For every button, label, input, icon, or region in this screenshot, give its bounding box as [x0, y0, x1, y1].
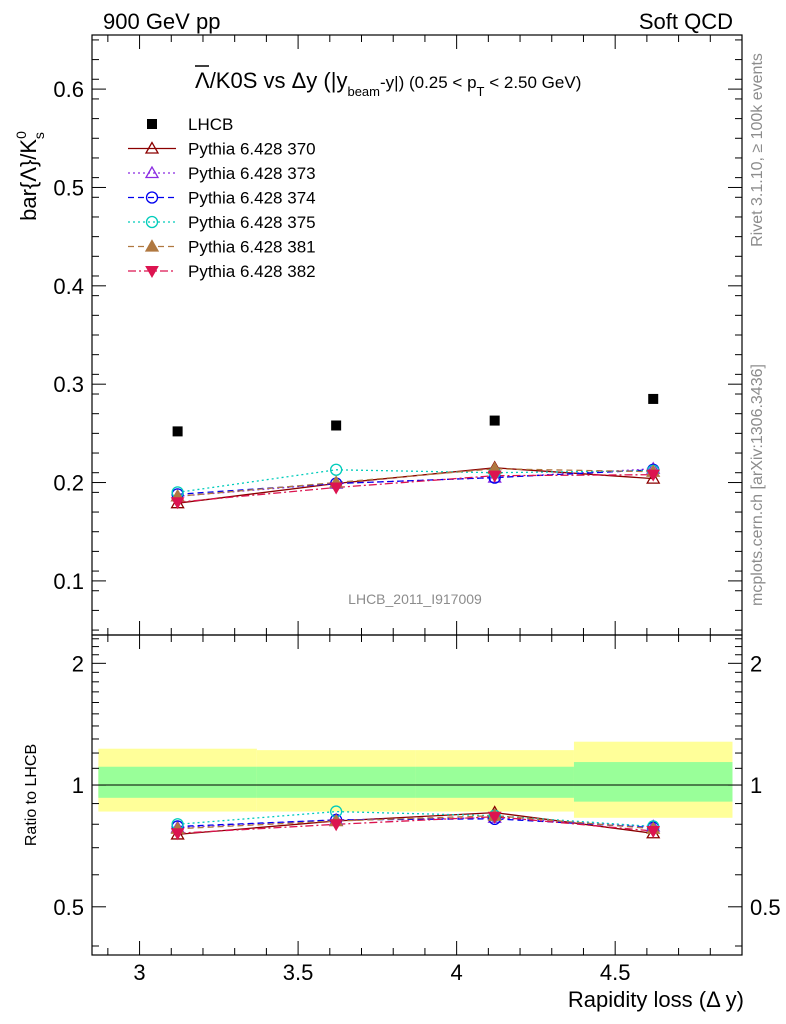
header-left: 900 GeV pp	[103, 9, 220, 34]
main-point-s0-1	[331, 420, 342, 431]
main-line-series-4	[177, 469, 654, 494]
band-inner-3	[573, 762, 733, 802]
main-ytick-label: 0.6	[53, 77, 84, 102]
main-y-label-sub: s	[31, 132, 47, 139]
main-ytick-label: 0.4	[53, 274, 84, 299]
band-inner-2	[415, 766, 574, 798]
band-inner-1	[256, 766, 416, 798]
xtick-label: 4	[451, 960, 463, 985]
rivet-version-label: Rivet 3.1.10, ≥ 100k events	[749, 53, 766, 247]
ratio-frame	[91, 634, 743, 956]
main-line-series-6	[177, 474, 654, 503]
main-point-s0-2	[489, 415, 500, 426]
xtick-label: 4.5	[600, 960, 631, 985]
main-y-label-text: bar{Λ}/K	[16, 139, 41, 221]
main-y-label: bar{Λ}/K0 s	[13, 131, 47, 221]
ratio-point-s5-2	[487, 811, 502, 824]
band-inner-0	[98, 766, 257, 798]
legend-label-2: Pythia 6.428 373	[188, 164, 316, 183]
legend-marker-1	[144, 141, 160, 154]
ratio-point-s5-0	[170, 828, 185, 841]
main-y-label-sup: 0	[13, 131, 29, 139]
ratio-uncertainty-bands	[92, 741, 742, 818]
main-point-s6-1	[329, 482, 344, 495]
legend-label-6: Pythia 6.428 382	[188, 262, 316, 281]
legend-label-0: LHCB	[188, 115, 233, 134]
analysis-watermark: LHCB_2011_I917009	[348, 591, 482, 607]
main-plot-title: Λ/K0S vs Δy (|ybeam-y|) (0.25 < pT < 2.5…	[195, 68, 581, 99]
main-point-s0-3	[648, 393, 659, 404]
ratio-point-s5-1	[329, 819, 344, 832]
main-point-s6-0	[170, 497, 185, 510]
main-ytick-label: 0.3	[53, 372, 84, 397]
title-end: < 2.50 GeV)	[485, 73, 582, 92]
ratio-point-s5-3	[646, 825, 661, 838]
title-sub-beam: beam	[347, 84, 380, 99]
legend-marker-6	[145, 266, 159, 279]
title-mid: -y|) (0.25 < p	[380, 73, 477, 92]
main-ytick-label: 0.1	[53, 569, 84, 594]
ratio-line-series-1	[177, 817, 654, 829]
title-sub-t: T	[477, 84, 485, 99]
legend-marker-5	[144, 239, 160, 252]
x-axis-label: Rapidity loss (Δ y)	[568, 987, 744, 1012]
ratio-y-label: Ratio to LHCB	[23, 744, 40, 846]
ratio-ytick-label-right: 2	[750, 651, 762, 676]
ratio-ytick-label-right: 1	[750, 773, 762, 798]
legend: LHCB Pythia 6.428 370 Pythia 6.428 373 Pyth…	[128, 115, 316, 281]
axes: 0.1 0.2 0.3 0.4 0.5 0.6 3 3.5 4 4.5 0.5 0.5 1 1 2 2	[53, 34, 781, 985]
title-main: Λ/K0S vs Δy (|y	[195, 68, 347, 93]
legend-marker-3	[145, 191, 159, 204]
ratio-ytick-label-right: 0.5	[750, 895, 781, 920]
main-point-s6-2	[487, 470, 502, 483]
legend-label-5: Pythia 6.428 381	[188, 238, 316, 257]
main-line-series-1	[177, 467, 654, 504]
main-ytick-label: 0.2	[53, 471, 84, 496]
legend-marker-4	[145, 215, 159, 229]
xtick-label: 3.5	[283, 960, 314, 985]
series-markers	[170, 393, 661, 841]
legend-marker-0	[147, 119, 157, 129]
legend-label-1: Pythia 6.428 370	[188, 140, 316, 159]
main-point-s0-0	[172, 426, 183, 437]
legend-label-3: Pythia 6.428 374	[188, 189, 316, 208]
ratio-ytick-label: 0.5	[53, 895, 84, 920]
ratio-line-series-0	[177, 811, 654, 836]
main-point-s1-3	[646, 471, 661, 484]
ratio-ytick-label: 2	[72, 651, 84, 676]
main-point-s6-3	[646, 469, 661, 482]
header-right: Soft QCD	[639, 9, 733, 34]
legend-label-4: Pythia 6.428 375	[188, 213, 316, 232]
main-ytick-label: 0.5	[53, 175, 84, 200]
legend-marker-2	[144, 165, 160, 179]
ratio-ytick-label: 1	[72, 773, 84, 798]
xtick-label: 3	[133, 960, 145, 985]
series-lines	[177, 467, 654, 836]
mcplots-url-label: mcplots.cern.ch [arXiv:1306.3436]	[749, 364, 766, 606]
